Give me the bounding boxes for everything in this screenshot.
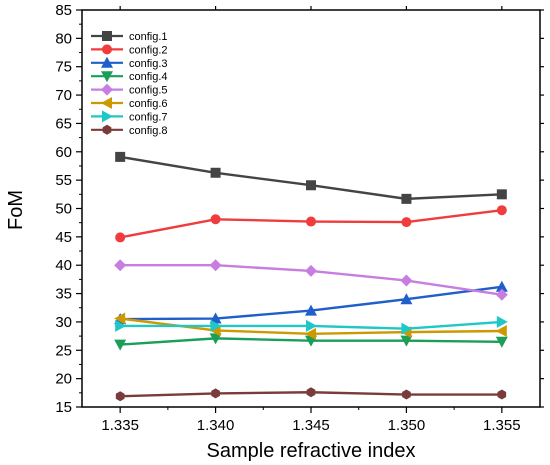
x-axis: 1.335 1.340 1.345 1.350 1.355 bbox=[101, 6, 521, 434]
x-tick-label: 1.335 bbox=[101, 417, 139, 434]
y-tick-label: 50 bbox=[55, 201, 72, 218]
series-config-7 bbox=[115, 315, 508, 335]
data-point bbox=[211, 388, 220, 399]
legend-swatch-marker bbox=[102, 31, 112, 41]
legend-label: config.8 bbox=[129, 125, 168, 137]
data-point bbox=[210, 214, 221, 225]
data-point bbox=[400, 293, 413, 305]
data-point bbox=[115, 232, 126, 243]
legend-label: config.3 bbox=[129, 58, 168, 70]
y-tick-label: 65 bbox=[55, 115, 72, 132]
y-tick-label: 60 bbox=[55, 144, 72, 161]
legend-item: config.8 bbox=[91, 124, 168, 137]
y-tick-label: 85 bbox=[55, 2, 72, 19]
y-tick-label: 20 bbox=[55, 371, 72, 388]
legend-item: config.7 bbox=[91, 110, 168, 123]
y-tick-label: 55 bbox=[55, 172, 72, 189]
data-point bbox=[115, 151, 126, 162]
legend-label: config.5 bbox=[129, 85, 168, 97]
data-point bbox=[495, 336, 508, 348]
y-tick-label: 75 bbox=[55, 59, 72, 76]
y-axis-title: FoM bbox=[5, 190, 27, 230]
legend-item: config.1 bbox=[91, 31, 168, 43]
x-tick-label: 1.355 bbox=[483, 417, 521, 434]
data-point bbox=[495, 325, 507, 338]
data-point bbox=[497, 389, 507, 400]
data-point bbox=[400, 274, 413, 287]
data-point bbox=[114, 312, 126, 325]
data-point bbox=[306, 387, 316, 398]
data-point bbox=[115, 391, 125, 402]
y-axis: 15 20 25 30 35 40 45 50 55 60 65 70 75 80 85 bbox=[55, 2, 544, 416]
legend-swatch-marker bbox=[102, 124, 112, 135]
data-point bbox=[305, 327, 316, 340]
data-point bbox=[306, 180, 316, 191]
legend-item: config.5 bbox=[91, 83, 168, 97]
y-tick-label: 25 bbox=[55, 342, 72, 359]
x-tick-label: 1.350 bbox=[388, 417, 426, 434]
legend-item: config.4 bbox=[91, 71, 168, 83]
y-tick-label: 35 bbox=[55, 286, 72, 303]
y-tick-label: 45 bbox=[55, 229, 72, 246]
x-tick-label: 1.345 bbox=[292, 417, 330, 434]
data-point bbox=[495, 288, 508, 301]
legend-label: config.4 bbox=[129, 71, 168, 83]
data-point bbox=[305, 264, 317, 277]
series-config-1 bbox=[115, 151, 507, 204]
data-point bbox=[210, 167, 221, 178]
legend-label: config.1 bbox=[129, 31, 168, 43]
data-point bbox=[401, 322, 413, 335]
data-point bbox=[496, 205, 507, 216]
data-point bbox=[306, 319, 317, 332]
data-point bbox=[496, 189, 507, 200]
y-tick-label: 30 bbox=[55, 314, 72, 331]
legend-item: config.2 bbox=[91, 44, 168, 56]
legend-label: config.7 bbox=[129, 111, 168, 123]
data-point bbox=[306, 216, 316, 227]
series-config-8 bbox=[115, 387, 507, 402]
data-point bbox=[402, 389, 411, 400]
legend-swatch-marker bbox=[101, 97, 112, 109]
data-point bbox=[496, 315, 508, 328]
legend-item: config.6 bbox=[91, 97, 168, 110]
legend-swatch-marker bbox=[101, 83, 113, 96]
legend-label: config.2 bbox=[129, 44, 168, 56]
data-point bbox=[114, 339, 127, 351]
y-tick-label: 80 bbox=[55, 30, 72, 47]
legend-item: config.3 bbox=[91, 56, 168, 70]
data-point bbox=[305, 304, 317, 316]
series-config-2 bbox=[115, 205, 507, 243]
x-tick-label: 1.340 bbox=[197, 417, 235, 434]
legend-label: config.6 bbox=[129, 98, 168, 110]
data-point bbox=[209, 333, 222, 345]
data-point bbox=[210, 319, 222, 332]
series-config-4 bbox=[114, 333, 508, 351]
data-point bbox=[495, 280, 508, 292]
y-tick-label: 15 bbox=[55, 399, 72, 416]
data-point bbox=[115, 319, 127, 332]
legend-swatch-marker bbox=[102, 44, 112, 55]
data-point bbox=[401, 193, 412, 204]
y-tick-label: 70 bbox=[55, 87, 72, 104]
series-line bbox=[119, 155, 502, 201]
series-config-5 bbox=[114, 259, 508, 301]
x-axis-title: Sample refractive index bbox=[207, 440, 416, 462]
data-point bbox=[114, 259, 127, 272]
data-point bbox=[400, 335, 413, 347]
legend-swatch-marker bbox=[101, 71, 113, 83]
legend-swatch-marker bbox=[102, 110, 113, 123]
data-point bbox=[401, 217, 412, 228]
data-point bbox=[209, 312, 222, 324]
y-tick-label: 40 bbox=[55, 257, 72, 274]
legend-swatch-marker bbox=[101, 56, 113, 68]
series-layer bbox=[114, 151, 508, 402]
data-point bbox=[209, 259, 222, 272]
